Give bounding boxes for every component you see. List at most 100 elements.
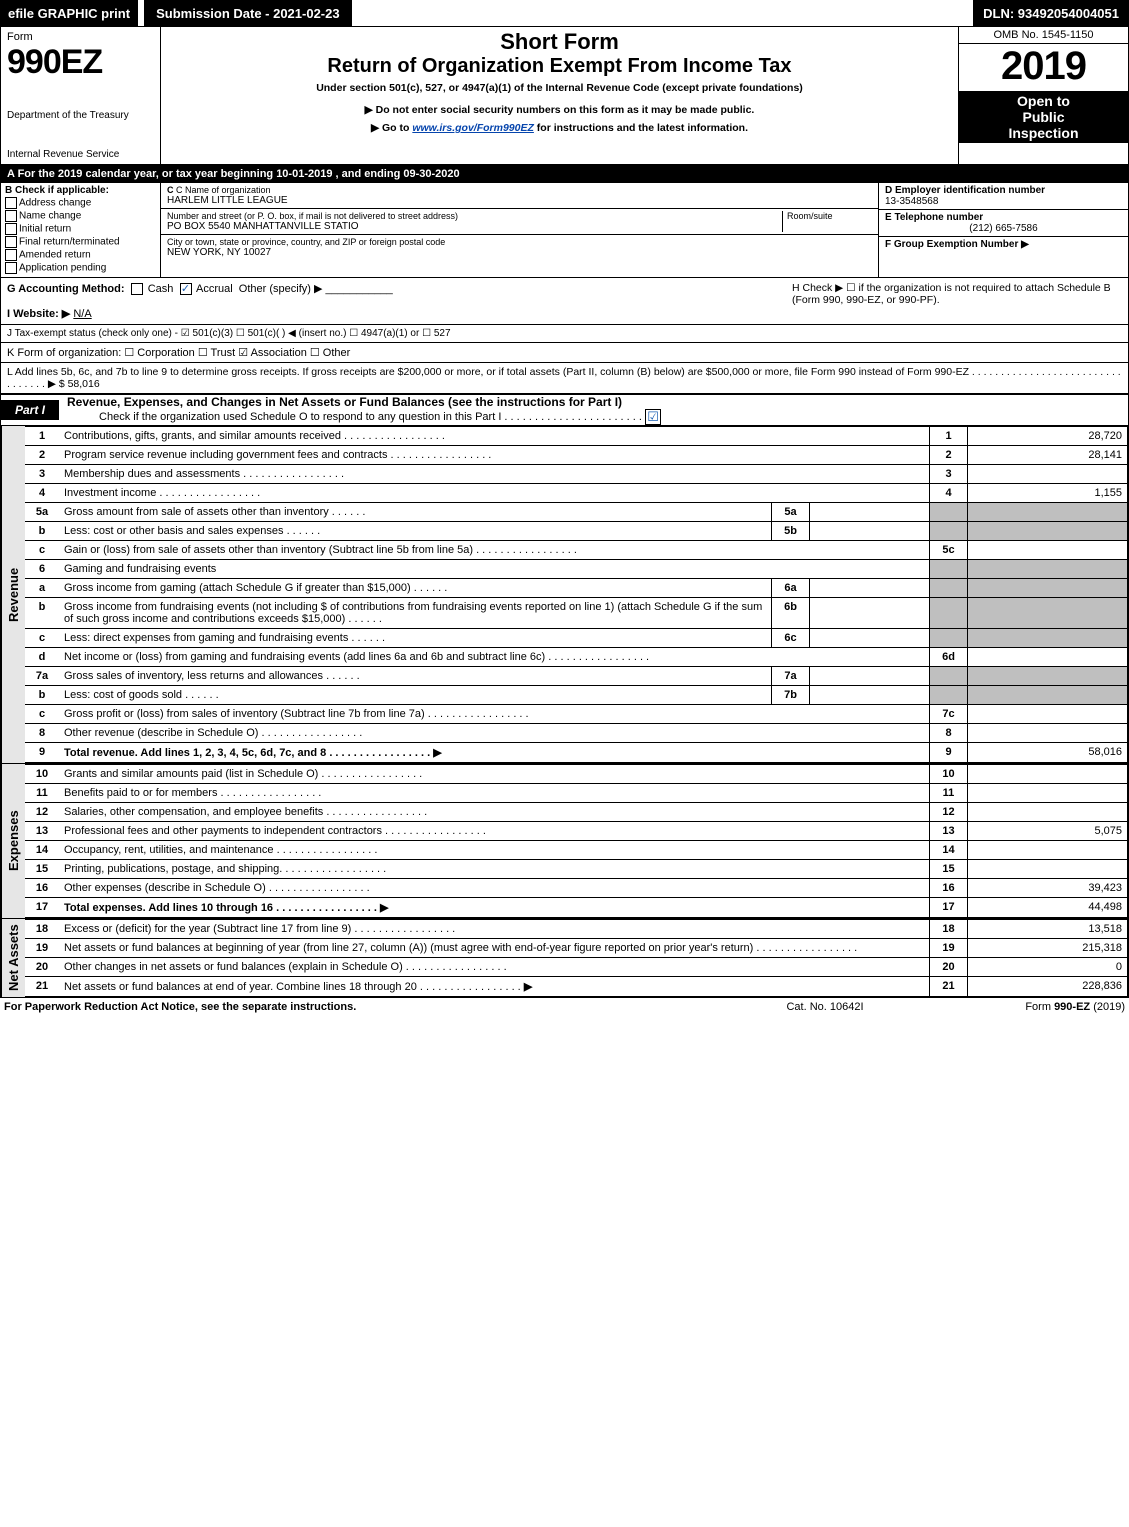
line-num: c [25, 541, 59, 560]
line-num: 6 [25, 560, 59, 579]
part1-title: Revenue, Expenses, and Changes in Net As… [59, 395, 1128, 409]
line-amt: 228,836 [968, 977, 1128, 997]
line-col: 7c [930, 705, 968, 724]
accounting-lbl: G Accounting Method: [7, 283, 125, 295]
chk-address[interactable]: Address change [5, 197, 156, 209]
cash-checkbox[interactable] [131, 283, 143, 295]
line-desc: Printing, publications, postage, and shi… [59, 860, 930, 879]
line-1: 1Contributions, gifts, grants, and simil… [25, 427, 1128, 446]
chk-name[interactable]: Name change [5, 210, 156, 222]
line-17: 17Total expenses. Add lines 10 through 1… [25, 898, 1128, 918]
line-amt [968, 541, 1128, 560]
line-4: 4Investment income . . . . . . . . . . .… [25, 484, 1128, 503]
line-6c: cLess: direct expenses from gaming and f… [25, 629, 1128, 648]
line-amt: 28,141 [968, 446, 1128, 465]
line-subval [810, 503, 930, 522]
line-col: 18 [930, 920, 968, 939]
line-col: 3 [930, 465, 968, 484]
line-amt: 44,498 [968, 898, 1128, 918]
line-num: b [25, 598, 59, 629]
row-g-left: G Accounting Method: Cash ✓ Accrual Othe… [7, 282, 792, 320]
line-col: 6d [930, 648, 968, 667]
line-2: 2Program service revenue including gover… [25, 446, 1128, 465]
line-desc: Total revenue. Add lines 1, 2, 3, 4, 5c,… [59, 743, 930, 763]
line-subnum: 6c [772, 629, 810, 648]
line-col: 17 [930, 898, 968, 918]
line-amt [968, 784, 1128, 803]
line-col: 13 [930, 822, 968, 841]
no-ssn-notice: ▶ Do not enter social security numbers o… [167, 104, 952, 116]
open-l3: Inspection [1008, 125, 1078, 141]
line-amt [968, 705, 1128, 724]
org-name-lbl-text: C Name of organization [176, 185, 271, 195]
chk-amended[interactable]: Amended return [5, 249, 156, 261]
dept-irs: Internal Revenue Service [7, 149, 154, 160]
footer-left: For Paperwork Reduction Act Notice, see … [4, 1001, 725, 1013]
line-20: 20Other changes in net assets or fund ba… [25, 958, 1128, 977]
line-desc: Net assets or fund balances at beginning… [59, 939, 930, 958]
line-subval [810, 598, 930, 629]
line-num: c [25, 705, 59, 724]
line-7b: bLess: cost of goods sold . . . . . .7b [25, 686, 1128, 705]
line-15: 15Printing, publications, postage, and s… [25, 860, 1128, 879]
expenses-wrap: Expenses 10Grants and similar amounts pa… [1, 763, 1128, 918]
phone-val: (212) 665-7586 [885, 223, 1122, 234]
line-desc: Other expenses (describe in Schedule O) … [59, 879, 930, 898]
line-subnum: 6a [772, 579, 810, 598]
line-amt [968, 648, 1128, 667]
line-subnum: 5b [772, 522, 810, 541]
line-subval [810, 522, 930, 541]
line-amt [968, 765, 1128, 784]
header-right: OMB No. 1545-1150 2019 Open to Public In… [958, 27, 1128, 164]
box-c: C C Name of organization HARLEM LITTLE L… [161, 183, 878, 277]
goto-link[interactable]: www.irs.gov/Form990EZ [412, 122, 534, 134]
line-col-grey [930, 686, 968, 705]
line-desc: Occupancy, rent, utilities, and maintena… [59, 841, 930, 860]
line-col-grey [930, 579, 968, 598]
chk-name-label: Name change [19, 211, 81, 222]
chk-amended-label: Amended return [19, 250, 91, 261]
footer-right: Form 990-EZ (2019) [925, 1001, 1125, 1013]
line-num: 4 [25, 484, 59, 503]
line-amt [968, 465, 1128, 484]
line-3: 3Membership dues and assessments . . . .… [25, 465, 1128, 484]
chk-final[interactable]: Final return/terminated [5, 236, 156, 248]
form-number: 990EZ [7, 43, 154, 82]
street-val: PO BOX 5540 MANHATTANVILLE STATIO [167, 221, 782, 232]
line-5a: 5aGross amount from sale of assets other… [25, 503, 1128, 522]
group-cell: F Group Exemption Number ▶ [879, 237, 1128, 252]
street-cell: Number and street (or P. O. box, if mail… [161, 209, 878, 235]
org-name-val: HARLEM LITTLE LEAGUE [167, 195, 872, 206]
under-section: Under section 501(c), 527, or 4947(a)(1)… [167, 82, 952, 94]
efile-label[interactable]: efile GRAPHIC print [0, 0, 138, 26]
tax-year: 2019 [959, 44, 1128, 91]
website-lbl: I Website: ▶ [7, 308, 70, 320]
expenses-side-label: Expenses [1, 764, 25, 918]
line-6a: aGross income from gaming (attach Schedu… [25, 579, 1128, 598]
part1-checkbox[interactable]: ☑ [645, 409, 661, 425]
line-num: 13 [25, 822, 59, 841]
chk-initial[interactable]: Initial return [5, 223, 156, 235]
line-desc: Contributions, gifts, grants, and simila… [59, 427, 930, 446]
row-k: K Form of organization: ☐ Corporation ☐ … [1, 343, 1128, 363]
line-num: 15 [25, 860, 59, 879]
other-lbl: Other (specify) ▶ [239, 283, 323, 295]
city-lbl: City or town, state or province, country… [167, 237, 872, 247]
netassets-table: 18Excess or (deficit) for the year (Subt… [25, 919, 1128, 997]
chk-initial-label: Initial return [19, 224, 71, 235]
dln-label: DLN: 93492054004051 [973, 0, 1129, 26]
line-desc: Membership dues and assessments . . . . … [59, 465, 930, 484]
chk-pending[interactable]: Application pending [5, 262, 156, 274]
line-col: 19 [930, 939, 968, 958]
line-amt [968, 803, 1128, 822]
line-col: 20 [930, 958, 968, 977]
line-13: 13Professional fees and other payments t… [25, 822, 1128, 841]
line-amt: 215,318 [968, 939, 1128, 958]
line-subnum: 7a [772, 667, 810, 686]
line-9: 9Total revenue. Add lines 1, 2, 3, 4, 5c… [25, 743, 1128, 763]
line-desc: Salaries, other compensation, and employ… [59, 803, 930, 822]
line-amt-grey [968, 579, 1128, 598]
accrual-checkbox[interactable]: ✓ [180, 283, 192, 295]
top-bar: efile GRAPHIC print Submission Date - 20… [0, 0, 1129, 26]
row-g-h: G Accounting Method: Cash ✓ Accrual Othe… [1, 278, 1128, 325]
